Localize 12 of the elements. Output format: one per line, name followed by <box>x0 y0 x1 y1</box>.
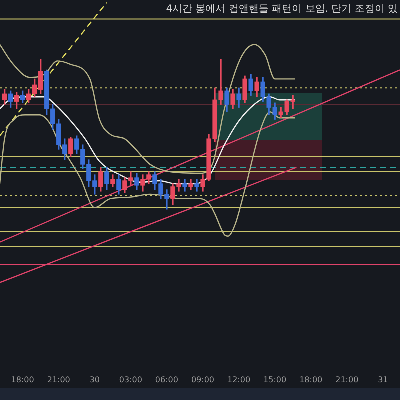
x-tick-label: 12:00 <box>228 375 251 384</box>
x-tick-label: 18:00 <box>11 375 34 384</box>
x-tick-label: 31 <box>378 375 388 384</box>
x-tick-label: 15:00 <box>264 375 287 384</box>
x-tick-label: 30 <box>90 375 100 384</box>
x-tick-label: 09:00 <box>191 375 215 384</box>
x-tick-label: 06:00 <box>155 375 178 384</box>
x-tick-label: 18:00 <box>300 375 323 384</box>
x-tick-label: 21:00 <box>336 375 359 384</box>
x-tick-label: 21:00 <box>47 375 70 384</box>
x-tick-label: 03:00 <box>119 375 142 384</box>
text: 4시간 봉에서 컵앤핸들 패턴이 보임. 단기 조정이 있 <box>166 4 398 15</box>
